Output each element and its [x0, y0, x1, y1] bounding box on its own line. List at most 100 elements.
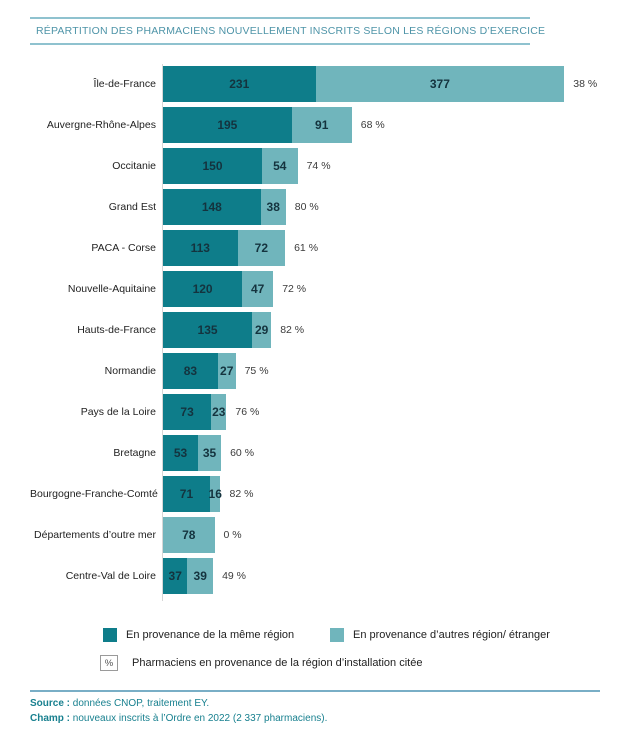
region-label: Bretagne [113, 447, 156, 459]
champ-line: Champ : nouveaux inscrits à l’Ordre en 2… [30, 712, 327, 727]
bar-segment-other-region: 23 [211, 394, 227, 430]
page-title: RÉPARTITION DES PHARMACIENS NOUVELLEMENT… [36, 25, 546, 37]
bar-group: 148 38 80 % [163, 189, 319, 225]
champ-text: nouveaux inscrits à l’Ordre en 2022 (2 3… [72, 712, 328, 724]
bar-group: 150 54 74 % [163, 148, 331, 184]
bar-segment-other-region: 91 [291, 107, 352, 143]
source-line: Source : données CNOP, traitement EY. [30, 697, 327, 712]
stacked-bar-chart: Île-de-France 231 377 38 % Auvergne-Rhône-Al… [30, 64, 605, 601]
region-label: Auvergne-Rhône-Alpes [46, 119, 156, 131]
bar-segment-other-region: 47 [242, 271, 274, 307]
bar-segment-same-region: 150 [163, 148, 262, 184]
region-label: Départements d’outre mer [34, 529, 156, 541]
chart-row: Bretagne 53 35 60 % [30, 435, 605, 471]
bar-segment-other-region: 16 [209, 476, 222, 512]
bar-group: 231 377 38 % [163, 66, 597, 102]
legend-label-other-region: En provenance d’autres région/ étranger [353, 629, 550, 641]
bar-segment-same-region: 37 [163, 558, 188, 594]
bar-group: 78 0 % [163, 517, 242, 553]
bar-segment-same-region: 53 [163, 435, 198, 471]
chart-row: Occitanie 150 54 74 % [30, 148, 605, 184]
region-label: Nouvelle-Aquitaine [67, 283, 156, 295]
legend-item-other-region: En provenance d’autres région/ étranger [330, 628, 550, 642]
bar-group: 113 72 61 % [163, 230, 318, 266]
legend-row-percent: % Pharmaciens en provenance de la région… [100, 654, 610, 672]
source-label: Source : [30, 698, 71, 709]
footer: Source : données CNOP, traitement EY. Ch… [30, 697, 327, 726]
region-label: Bourgogne-Franche-Comté [30, 488, 158, 500]
bar-group: 120 47 72 % [163, 271, 306, 307]
percent-label: 80 % [294, 201, 319, 213]
region-label: Grand Est [108, 201, 156, 213]
percent-label: 72 % [282, 283, 307, 295]
title-rule-bottom [30, 43, 530, 45]
bar-group: 37 39 49 % [163, 558, 246, 594]
chart-row: Grand Est 148 38 80 % [30, 189, 605, 225]
percent-label: 82 % [280, 324, 305, 336]
bar-segment-other-region: 54 [262, 148, 298, 184]
percent-label: 68 % [360, 119, 385, 131]
legend-swatch-same-region [103, 628, 117, 642]
bar-segment-same-region: 113 [163, 230, 238, 266]
title-block: RÉPARTITION DES PHARMACIENS NOUVELLEMENT… [30, 17, 546, 45]
chart-row: Pays de la Loire 73 23 76 % [30, 394, 605, 430]
bar-segment-other-region: 72 [237, 230, 286, 266]
bar-segment-other-region: 377 [315, 66, 565, 102]
chart-row: Nouvelle-Aquitaine 120 47 72 % [30, 271, 605, 307]
bar-group: 83 27 75 % [163, 353, 269, 389]
legend: En provenance de la même région En prove… [100, 628, 610, 672]
region-label: Occitanie [112, 160, 156, 172]
region-label: Pays de la Loire [80, 406, 156, 418]
bar-segment-same-region: 195 [163, 107, 292, 143]
bar-segment-other-region: 78 [163, 517, 215, 553]
percent-symbol-box: % [100, 655, 118, 671]
chart-row: Normandie 83 27 75 % [30, 353, 605, 389]
chart-row: Centre-Val de Loire 37 39 49 % [30, 558, 605, 594]
percent-label: 60 % [230, 447, 255, 459]
legend-row-series: En provenance de la même région En prove… [100, 628, 610, 644]
region-label: Normandie [104, 365, 156, 377]
region-label: Île-de-France [93, 78, 156, 90]
region-label: Centre-Val de Loire [65, 570, 156, 582]
footer-rule [30, 690, 600, 692]
percent-label: 76 % [235, 406, 260, 418]
bar-segment-same-region: 83 [163, 353, 218, 389]
chart-row: Hauts-de-France 135 29 82 % [30, 312, 605, 348]
percent-note: Pharmaciens en provenance de la région d… [132, 657, 423, 669]
percent-label: 0 % [223, 529, 242, 541]
percent-label: 74 % [306, 160, 331, 172]
percent-label: 61 % [294, 242, 319, 254]
bar-segment-other-region: 35 [198, 435, 222, 471]
champ-label: Champ : [30, 712, 70, 724]
chart-row: Départements d’outre mer 78 0 % [30, 517, 605, 553]
legend-label-same-region: En provenance de la même région [126, 629, 295, 641]
legend-item-same-region: En provenance de la même région [103, 628, 294, 642]
bar-segment-same-region: 231 [163, 66, 316, 102]
bar-group: 53 35 60 % [163, 435, 254, 471]
chart-row: PACA - Corse 113 72 61 % [30, 230, 605, 266]
bar-segment-same-region: 135 [163, 312, 253, 348]
chart-row: Bourgogne-Franche-Comté 71 16 82 % [30, 476, 605, 512]
bar-group: 195 91 68 % [163, 107, 385, 143]
region-label: PACA - Corse [91, 242, 156, 254]
chart-row: Île-de-France 231 377 38 % [30, 66, 605, 102]
title-rule-top [30, 17, 530, 19]
chart-row: Auvergne-Rhône-Alpes 195 91 68 % [30, 107, 605, 143]
bar-segment-same-region: 71 [163, 476, 210, 512]
percent-label: 82 % [229, 488, 254, 500]
bar-group: 73 23 76 % [163, 394, 259, 430]
legend-swatch-other-region [330, 628, 344, 642]
bar-segment-same-region: 73 [163, 394, 212, 430]
percent-label: 38 % [573, 78, 598, 90]
bar-group: 135 29 82 % [163, 312, 304, 348]
percent-label: 49 % [222, 570, 247, 582]
percent-label: 75 % [244, 365, 269, 377]
axis-line [162, 64, 163, 601]
bar-segment-other-region: 39 [187, 558, 214, 594]
bar-segment-other-region: 29 [252, 312, 272, 348]
bar-segment-same-region: 120 [163, 271, 243, 307]
source-text: données CNOP, traitement EY. [72, 698, 210, 709]
bar-segment-other-region: 27 [217, 353, 236, 389]
region-label: Hauts-de-France [77, 324, 156, 336]
